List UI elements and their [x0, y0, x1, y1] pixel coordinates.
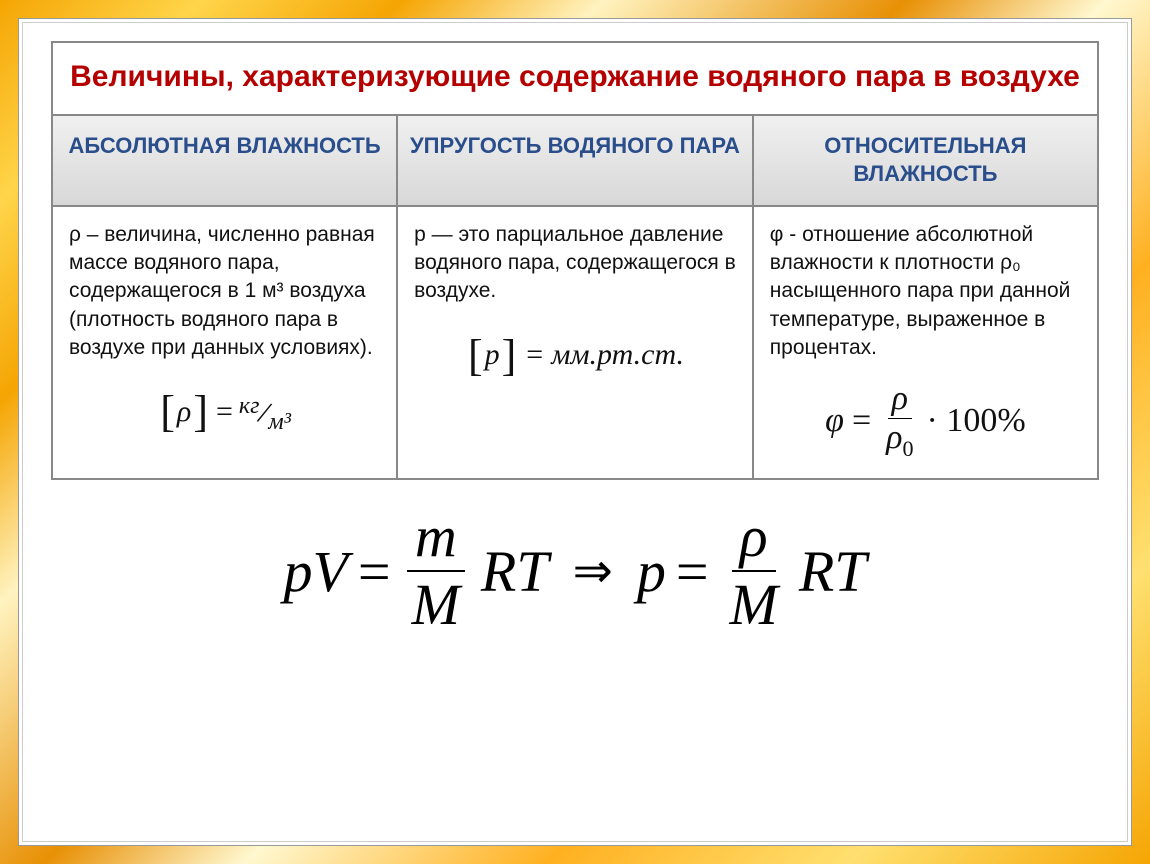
- formula-elasticity: [ p ] = мм.рт.ст.: [414, 326, 736, 385]
- cell-elasticity-text: p — это парциальное давление водяного па…: [414, 221, 736, 306]
- cell-absolute: ρ – величина, численно равная массе водя…: [52, 206, 397, 480]
- cell-absolute-text: ρ – величина, численно равная массе водя…: [69, 221, 380, 363]
- gold-frame: Величины, характеризующие содержание вод…: [0, 0, 1150, 864]
- col-header-1: Абсолютная влажность: [52, 115, 397, 206]
- col-header-2: Упругость водяного пара: [397, 115, 753, 206]
- cell-relative-text: φ - отношение абсолютной влажности к пло…: [770, 221, 1081, 363]
- ideal-gas-formula: pV = m M RT ⇒ p = ρ M RT: [51, 508, 1099, 634]
- slide-area: Величины, характеризующие содержание вод…: [18, 18, 1132, 846]
- formula-relative: φ = ρ ρ0 · 100%: [770, 382, 1081, 460]
- cell-relative: φ - отношение абсолютной влажности к пло…: [753, 206, 1098, 480]
- cell-elasticity: p — это парциальное давление водяного па…: [397, 206, 753, 480]
- table-title: Величины, характеризующие содержание вод…: [52, 42, 1098, 115]
- formula-absolute: [ ρ ] = кг / м³: [69, 382, 380, 441]
- humidity-table: Величины, характеризующие содержание вод…: [51, 41, 1099, 480]
- col-header-3: Относительная влажность: [753, 115, 1098, 206]
